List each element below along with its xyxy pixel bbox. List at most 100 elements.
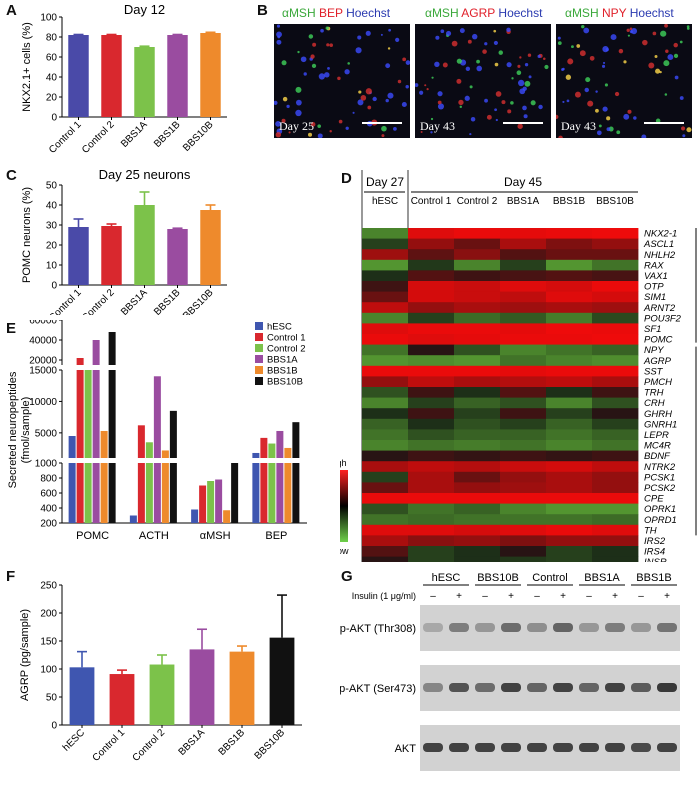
legend-word-green: αMSH (282, 6, 319, 20)
bar-control-2 (149, 664, 175, 725)
heat-cell (500, 259, 547, 271)
blot-band (605, 743, 625, 752)
cell-spot (325, 26, 329, 30)
bar-bbs10b (200, 33, 221, 117)
cell-spot (329, 43, 333, 47)
y-tick-label: 5000 (35, 428, 58, 439)
micrograph-bep: Day 25 (274, 24, 410, 138)
heat-cell (500, 302, 547, 314)
scale-bar (503, 122, 543, 124)
cell-spot (530, 100, 536, 106)
heat-cell (592, 418, 639, 430)
heat-cell (592, 524, 639, 536)
cell-spot (519, 56, 522, 59)
y-tick-label: 60 (46, 53, 58, 64)
legend-word-green: αMSH (565, 6, 602, 20)
legend-label: hESC (267, 322, 292, 333)
heat-cell (454, 429, 501, 441)
cell-spot (360, 95, 367, 101)
cell-spot (571, 45, 574, 49)
heat-cell (362, 418, 409, 430)
y-tick-label: 20 (46, 93, 58, 104)
lane-sign: – (482, 591, 488, 602)
blot-band (449, 623, 469, 632)
heat-cell (546, 291, 593, 303)
cell-spot (524, 80, 531, 87)
cell-spot (464, 95, 470, 101)
cell-spot (544, 64, 549, 70)
gene-label: PCSK1 (644, 472, 675, 483)
heat-cell (408, 524, 455, 536)
bar-hesc (68, 463, 76, 523)
group-label: BBS1B (636, 572, 671, 584)
y-tick-label: 40 (46, 201, 58, 212)
bar-bbs1a (134, 47, 155, 117)
cell-spot (456, 78, 462, 84)
legend-swatch (255, 322, 263, 330)
heat-cell (592, 535, 639, 547)
cell-spot (303, 72, 307, 76)
heat-cell (454, 440, 501, 451)
heat-cell (362, 281, 409, 292)
bar-control-2 (101, 226, 122, 285)
legend-swatch (255, 333, 263, 341)
cell-spot (324, 72, 330, 78)
panel-label-g: G (341, 568, 353, 585)
x-tick-label: BBS1A (177, 727, 208, 758)
column-header: Control 1 (411, 196, 452, 207)
cell-spot (663, 60, 670, 67)
scale-low-label: Low (340, 546, 349, 556)
bar-bbs1a (276, 430, 284, 458)
y-tick-label: 20000 (29, 356, 57, 367)
cell-spot (338, 119, 343, 124)
cell-spot (660, 30, 667, 37)
blot-band (501, 743, 521, 752)
column-header: BBS10B (596, 196, 634, 207)
heat-cell (362, 312, 409, 324)
y-tick-label: 400 (40, 504, 57, 515)
cell-spot (501, 100, 506, 105)
heat-cell (362, 355, 409, 367)
cell-spot (358, 90, 362, 94)
cell-spot (320, 28, 324, 33)
heat-cell (546, 238, 593, 250)
heat-cell (454, 450, 501, 462)
cell-spot (595, 90, 598, 93)
cell-spot (686, 127, 692, 133)
lane-sign: + (612, 591, 618, 602)
cell-spot (659, 70, 662, 74)
cell-spot (419, 90, 424, 95)
cell-spot (680, 126, 686, 131)
y-tick-label: 60000 (29, 320, 57, 327)
y-tick-label: 600 (40, 489, 57, 500)
y-tick-label: 40 (46, 73, 58, 84)
gene-label: POU3F2 (644, 313, 682, 324)
cell-spot (516, 70, 522, 76)
cell-spot (587, 100, 594, 107)
cell-spot (606, 116, 611, 121)
cell-spot (402, 57, 407, 62)
cell-spot (510, 101, 514, 105)
bar-bbs1b (167, 35, 188, 117)
heat-cell (500, 418, 547, 430)
y-axis-label: AGRP (pg/sample) (19, 609, 31, 701)
y-axis-label: Secreted neuropeptides (7, 371, 19, 488)
cell-spot (397, 79, 402, 84)
bar-control-2 (268, 463, 276, 523)
cell-spot (437, 100, 442, 105)
heat-cell (546, 397, 593, 409)
heat-cell (592, 228, 639, 239)
bar-bbs1b (167, 229, 188, 285)
cell-spot (295, 99, 302, 106)
legend-word-green: αMSH (425, 6, 462, 20)
group-label: BBS1A (584, 572, 620, 584)
heat-cell (592, 546, 639, 557)
blot-band (631, 743, 651, 752)
heat-cell (454, 323, 501, 335)
blot-band (657, 683, 677, 692)
lane-sign: + (508, 591, 514, 602)
bar-control-1 (109, 674, 135, 725)
micrograph-npy: Day 43 (556, 24, 692, 138)
heat-cell (546, 514, 593, 526)
cell-spot (562, 67, 565, 71)
